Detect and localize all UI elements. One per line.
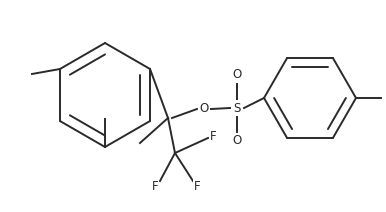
Text: O: O xyxy=(200,102,208,116)
Text: O: O xyxy=(232,68,242,81)
Text: F: F xyxy=(194,180,200,192)
Text: F: F xyxy=(152,180,158,192)
Text: S: S xyxy=(233,102,241,114)
Text: O: O xyxy=(232,134,242,148)
Text: F: F xyxy=(210,131,216,144)
